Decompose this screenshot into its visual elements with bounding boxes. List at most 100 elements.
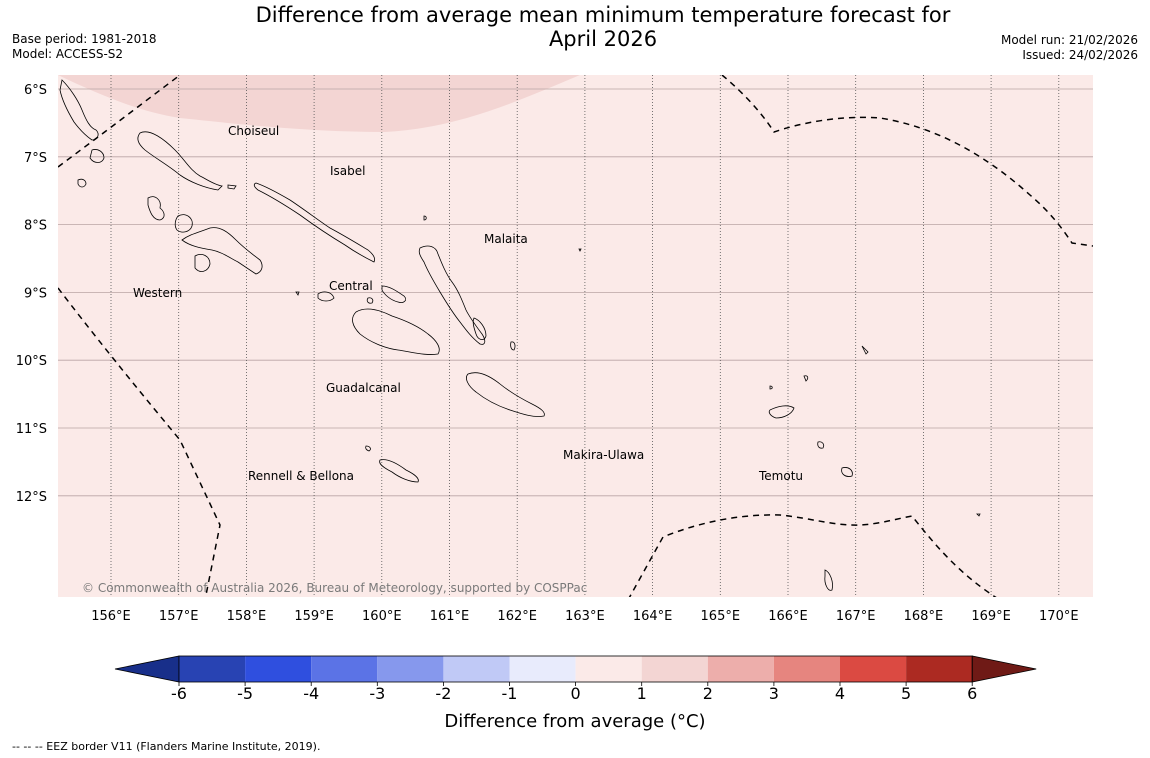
colorbar-segment bbox=[906, 656, 973, 682]
island-choiseul-tip bbox=[227, 184, 237, 190]
longitude-label: 166°E bbox=[768, 609, 808, 624]
colorbar-segment bbox=[245, 656, 312, 682]
colorbar-segment bbox=[509, 656, 576, 682]
colorbar-ticks: -6 -5 -4 -3 -2 -1 0 1 2 3 4 5 6 bbox=[171, 682, 977, 703]
island-isabel bbox=[253, 182, 376, 263]
colorbar-tick-label: 0 bbox=[571, 684, 581, 703]
eez-footnote: -- -- -- EEZ border V11 (Flanders Marine… bbox=[12, 740, 321, 753]
longitude-label: 164°E bbox=[633, 609, 673, 624]
island-western-2 bbox=[174, 214, 193, 233]
island-utupua bbox=[817, 441, 825, 449]
longitude-label: 157°E bbox=[159, 609, 199, 624]
colorbar-label-close: ) bbox=[699, 711, 706, 732]
place-label-western: Western bbox=[133, 286, 182, 300]
island-vanikoro bbox=[841, 467, 853, 477]
island-anuta bbox=[976, 513, 981, 517]
place-label-guadalcanal: Guadalcanal bbox=[326, 381, 401, 395]
longitude-label: 169°E bbox=[971, 609, 1011, 624]
colorbar-tick-label: 3 bbox=[769, 684, 779, 703]
colorbar-tick-label: 2 bbox=[703, 684, 713, 703]
island-small-2 bbox=[295, 291, 300, 296]
map-area: © Commonwealth of Australia 2026, Bureau… bbox=[58, 75, 1093, 597]
latitude-label: 6°S bbox=[24, 83, 47, 98]
colorbar-segment bbox=[311, 656, 378, 682]
longitude-label: 158°E bbox=[227, 609, 267, 624]
island-choiseul bbox=[137, 131, 223, 191]
colorbar-tick-label: -4 bbox=[303, 684, 319, 703]
island-savo bbox=[317, 291, 335, 302]
colorbar-tick-label: -1 bbox=[502, 684, 518, 703]
meta-left: Base period: 1981-2018 Model: ACCESS-S2 bbox=[12, 32, 157, 62]
eez-border bbox=[58, 75, 1093, 597]
colorbar-segment bbox=[443, 656, 510, 682]
latitude-label: 12°S bbox=[16, 490, 47, 505]
island-ontong bbox=[578, 248, 582, 252]
longitude-label: 165°E bbox=[701, 609, 741, 624]
island-guadalcanal bbox=[352, 308, 440, 355]
coastlines bbox=[59, 79, 981, 591]
place-label-central: Central bbox=[329, 279, 373, 293]
island-western-1 bbox=[147, 196, 165, 221]
issued-date: Issued: 24/02/2026 bbox=[1022, 48, 1138, 62]
longitude-label: 163°E bbox=[565, 609, 605, 624]
chart-title: Difference from average mean minimum tem… bbox=[0, 3, 1150, 51]
longitude-label: 156°E bbox=[91, 609, 131, 624]
latitude-label: 9°S bbox=[24, 286, 47, 301]
island-sikaiana bbox=[861, 345, 869, 355]
latitude-label: 7°S bbox=[24, 151, 47, 166]
island-south-malaita bbox=[472, 317, 487, 340]
colorbar-segment bbox=[707, 656, 774, 682]
longitude-label: 167°E bbox=[836, 609, 876, 624]
longitude-label: 161°E bbox=[430, 609, 470, 624]
model-run: Model run: 21/02/2026 bbox=[1000, 33, 1138, 47]
island-russell bbox=[366, 297, 374, 304]
place-labels: Choiseul Isabel Malaita Western Central … bbox=[133, 124, 803, 483]
place-label-isabel: Isabel bbox=[330, 164, 365, 178]
colorbar bbox=[114, 655, 1037, 683]
colorbar-segment bbox=[840, 656, 907, 682]
island-new-georgia bbox=[181, 227, 263, 275]
place-label-malaita: Malaita bbox=[484, 232, 528, 246]
latitude-labels: 6°S 7°S 8°S 9°S 10°S 11°S 12°S bbox=[16, 83, 47, 505]
colorbar-tick-label: -6 bbox=[171, 684, 187, 703]
island-bellona bbox=[365, 445, 371, 452]
colorbar-label: Difference from average (°C) bbox=[444, 711, 705, 732]
eez-line-north-west bbox=[58, 75, 181, 168]
island-makira bbox=[466, 372, 545, 417]
island-duff bbox=[803, 375, 809, 382]
latitude-label: 8°S bbox=[24, 219, 47, 234]
longitude-label: 162°E bbox=[497, 609, 537, 624]
island-santa-cruz bbox=[768, 405, 795, 419]
colorbar-tick-label: -3 bbox=[369, 684, 385, 703]
colorbar-segment bbox=[377, 656, 444, 682]
place-label-rennell-bellona: Rennell & Bellona bbox=[248, 469, 354, 483]
longitude-label: 159°E bbox=[294, 609, 334, 624]
colorbar-segment bbox=[773, 656, 840, 682]
colorbar-segment bbox=[641, 656, 708, 682]
model-name: Model: ACCESS-S2 bbox=[12, 47, 124, 61]
colorbar-tick-label: -2 bbox=[435, 684, 451, 703]
island-nggela bbox=[381, 285, 406, 303]
anomaly-background bbox=[58, 75, 1093, 597]
colorbar-tick-label: 1 bbox=[637, 684, 647, 703]
island-malaita bbox=[418, 245, 486, 345]
title-line-1: Difference from average mean minimum tem… bbox=[255, 3, 951, 27]
island-tikopia bbox=[824, 569, 833, 591]
place-label-choiseul: Choiseul bbox=[228, 124, 279, 138]
island-vella bbox=[194, 254, 211, 272]
island-fauro bbox=[77, 178, 87, 188]
latitude-label: 11°S bbox=[16, 422, 47, 437]
latitude-label: 10°S bbox=[16, 354, 47, 369]
colorbar-label-unit: °C bbox=[677, 711, 699, 732]
title-line-2: April 2026 bbox=[548, 27, 658, 51]
colorbar-segment bbox=[575, 656, 642, 682]
colorbar-tick-label: 6 bbox=[967, 684, 977, 703]
island-ulawa bbox=[510, 341, 516, 351]
colorbar-extend-low bbox=[114, 655, 180, 683]
longitude-label: 168°E bbox=[904, 609, 944, 624]
graticule bbox=[58, 75, 1093, 597]
island-small-1 bbox=[423, 215, 427, 221]
colorbar-tick-label: -5 bbox=[237, 684, 253, 703]
colorbar-extend-high bbox=[971, 655, 1037, 683]
colorbar-segment bbox=[179, 656, 246, 682]
